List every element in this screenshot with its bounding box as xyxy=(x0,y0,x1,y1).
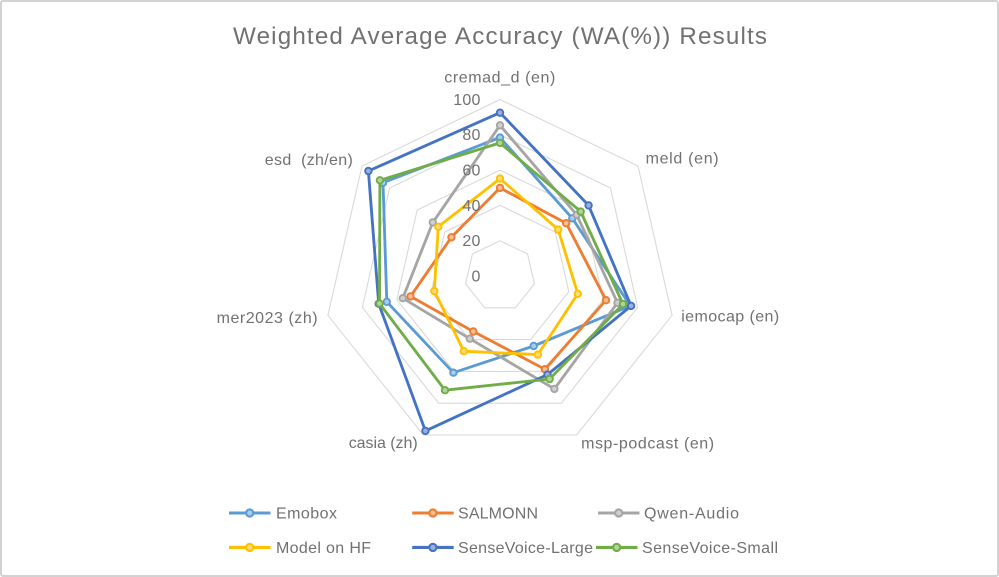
svg-text:40: 40 xyxy=(462,198,480,215)
svg-text:iemocap (en): iemocap (en) xyxy=(681,309,779,326)
svg-text:Weighted Average Accuracy (WA(: Weighted Average Accuracy (WA(%)) Result… xyxy=(233,23,767,50)
svg-text:Emobox: Emobox xyxy=(276,506,337,523)
svg-text:esd (zh/en): esd (zh/en) xyxy=(265,152,353,169)
svg-text:SALMONN: SALMONN xyxy=(458,506,538,523)
svg-text:cremad_d (en): cremad_d (en) xyxy=(444,69,555,86)
svg-text:80: 80 xyxy=(462,127,480,144)
svg-text:0: 0 xyxy=(472,268,481,285)
svg-text:msp-podcast (en): msp-podcast (en) xyxy=(581,435,714,452)
svg-text:mer2023 (zh): mer2023 (zh) xyxy=(217,310,318,327)
svg-text:20: 20 xyxy=(462,233,480,250)
svg-text:Model on HF: Model on HF xyxy=(276,540,371,557)
svg-text:100: 100 xyxy=(453,92,480,109)
svg-text:meld (en): meld (en) xyxy=(646,150,719,167)
svg-text:SenseVoice-Large: SenseVoice-Large xyxy=(458,540,593,557)
svg-text:SenseVoice-Small: SenseVoice-Small xyxy=(642,540,778,557)
svg-text:casia (zh): casia (zh) xyxy=(349,435,418,452)
svg-text:60: 60 xyxy=(462,163,480,180)
svg-text:Qwen-Audio: Qwen-Audio xyxy=(644,506,739,523)
